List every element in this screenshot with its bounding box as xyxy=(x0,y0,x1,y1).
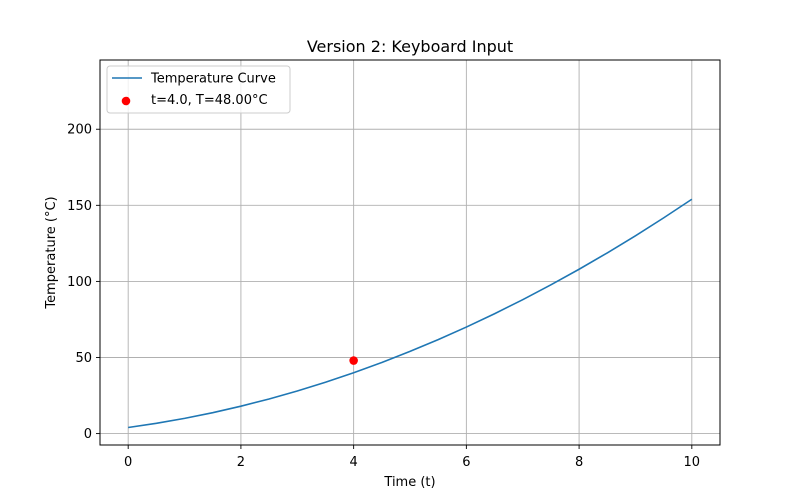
legend-label-temperature-curve: Temperature Curve xyxy=(150,72,276,87)
y-tick-label: 50 xyxy=(75,351,92,366)
x-axis-label: Time (t) xyxy=(383,475,435,490)
x-tick-label: 0 xyxy=(124,455,132,470)
x-tick-label: 6 xyxy=(462,455,470,470)
temperature-curve-line xyxy=(128,198,693,429)
legend-label-marker: t=4.0, T=48.00°C xyxy=(151,93,268,108)
axes-frame xyxy=(99,59,721,446)
x-tick-label: 8 xyxy=(575,455,583,470)
grid xyxy=(100,60,720,445)
y-tick-label: 200 xyxy=(67,123,92,138)
x-axis-ticks: 0 2 4 6 8 10 xyxy=(124,445,700,470)
x-tick-label: 2 xyxy=(237,455,245,470)
y-tick-label: 0 xyxy=(84,427,92,442)
y-tick-label: 150 xyxy=(67,199,92,214)
x-tick-label: 4 xyxy=(349,455,357,470)
y-axis-label: Temperature (°C) xyxy=(44,196,59,309)
x-tick-label: 10 xyxy=(684,455,701,470)
legend-box xyxy=(106,65,291,114)
legend-marker-swatch xyxy=(121,96,131,106)
legend: Temperature Curve t=4.0, T=48.00°C xyxy=(106,65,291,114)
y-axis-ticks: 0 50 100 150 200 xyxy=(67,123,100,442)
chart-title: Version 2: Keyboard Input xyxy=(307,37,513,56)
y-tick-label: 100 xyxy=(67,275,92,290)
current-point-marker xyxy=(349,356,358,365)
